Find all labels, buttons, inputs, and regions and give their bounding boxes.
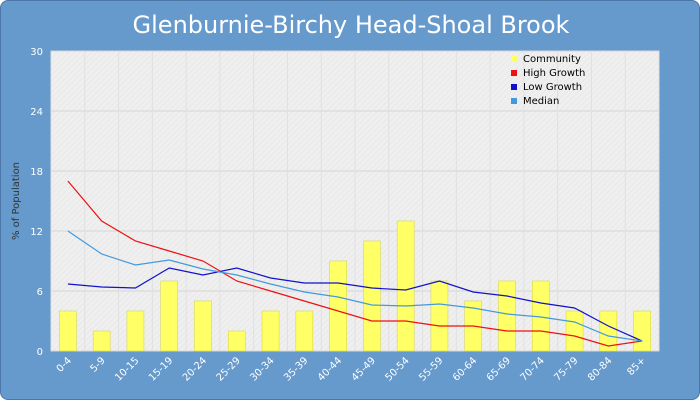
bar: [194, 300, 212, 352]
chart-title: Glenburnie-Birchy Head-Shoal Brook: [132, 11, 570, 39]
x-tick-label: 0-4: [55, 355, 74, 374]
line-series: [67, 180, 643, 347]
legend-label: Low Growth: [523, 82, 582, 93]
x-tick-label: 85+: [626, 355, 649, 378]
x-tick-label: 35-39: [282, 355, 310, 383]
bar: [633, 310, 651, 352]
bar: [396, 220, 415, 352]
x-tick-label: 75-79: [552, 355, 580, 383]
bar: [498, 280, 516, 352]
bar: [59, 310, 77, 352]
bar: [261, 310, 280, 352]
legend-swatch: [511, 98, 517, 104]
legend-label: Median: [523, 96, 559, 107]
x-tick-label: 20-24: [181, 355, 209, 383]
series-line-median: [67, 230, 643, 342]
x-tick-label: 45-49: [350, 355, 378, 383]
bar: [565, 310, 584, 352]
y-tick-label: 30: [30, 47, 43, 58]
grid-lines: [50, 50, 660, 352]
x-tick-label: 60-64: [451, 355, 479, 383]
bar: [126, 310, 145, 352]
legend-label: High Growth: [523, 68, 585, 79]
bar: [599, 310, 618, 352]
x-tick-label: 55-59: [417, 355, 445, 383]
x-tick-label: 10-15: [113, 355, 141, 383]
y-tick-label: 18: [30, 167, 43, 178]
bar-series: [59, 220, 651, 352]
legend-swatch: [511, 84, 517, 90]
y-axis-ticks: 0 6 12 18 24 30: [30, 47, 43, 358]
bar: [160, 280, 179, 352]
y-tick-label: 6: [37, 287, 43, 298]
series-line-high-growth: [67, 180, 643, 347]
y-tick-label: 0: [37, 347, 43, 358]
x-tick-label: 25-29: [215, 355, 243, 383]
x-tick-label: 15-19: [147, 355, 175, 383]
legend: Community High Growth Low Growth Median: [511, 54, 585, 107]
x-tick-label: 65-69: [485, 355, 513, 383]
bar: [430, 280, 449, 352]
legend-swatch: [511, 70, 517, 76]
y-axis-label: % of Population: [11, 162, 22, 240]
bar: [329, 260, 347, 352]
x-tick-label: 70-74: [519, 355, 547, 383]
x-tick-label: 5-9: [88, 355, 107, 374]
x-tick-label: 50-54: [383, 355, 411, 383]
x-tick-label: 30-34: [248, 355, 276, 383]
x-axis-ticks: 0-4 5-9 10-15 15-19 20-24 25-29 30-34 35-39 40-4…: [55, 355, 649, 383]
x-tick-label: 40-44: [316, 355, 344, 383]
series-line-low-growth: [67, 267, 643, 342]
legend-label: Community: [523, 54, 581, 65]
bar: [295, 310, 314, 352]
legend-swatch: [511, 56, 517, 62]
y-tick-label: 12: [30, 227, 43, 238]
x-tick-label: 80-84: [586, 355, 614, 383]
y-tick-label: 24: [30, 107, 43, 118]
bar: [363, 240, 381, 352]
bar: [92, 330, 111, 352]
bar: [227, 330, 246, 352]
